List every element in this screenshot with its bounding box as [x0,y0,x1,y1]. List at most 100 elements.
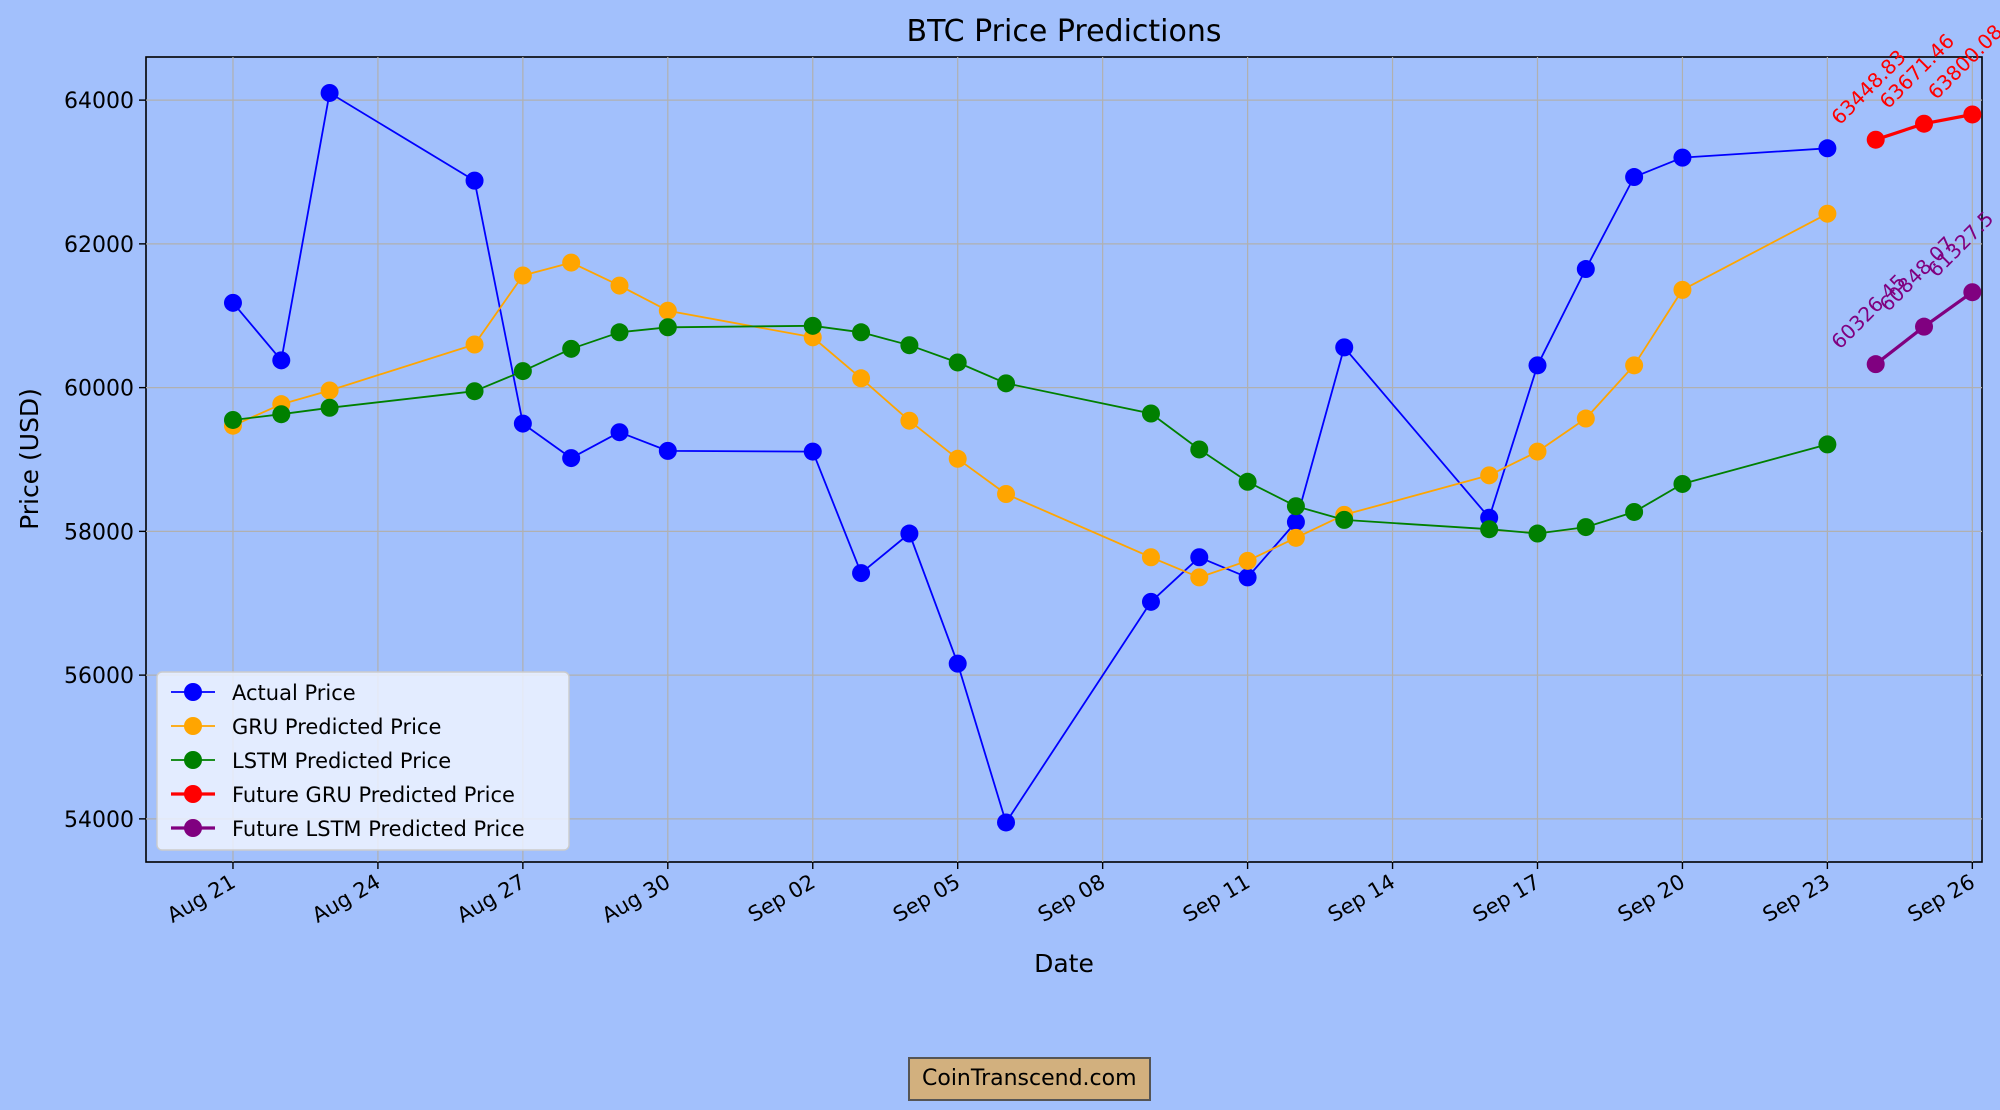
data-point [1625,356,1644,375]
legend-label: Actual Price [232,681,356,705]
data-point [465,382,484,401]
x-tick-label: Aug 21 [163,870,239,928]
data-point [1190,568,1209,587]
x-tick-label: Aug 27 [453,870,529,928]
data-point [1286,528,1305,547]
legend-swatch-marker [184,785,202,803]
data-point [465,171,484,190]
data-point [1190,440,1209,459]
data-point [1238,568,1257,587]
x-tick-label: Aug 30 [598,870,674,928]
data-point [1335,338,1354,357]
data-point [803,442,822,461]
data-point [1576,518,1595,537]
data-point [513,414,532,433]
data-point [513,266,532,285]
data-point [900,411,919,430]
data-point [610,323,629,342]
data-point [610,276,629,295]
data-point [1673,280,1692,299]
data-point [658,441,677,460]
data-point [1528,524,1547,543]
x-tick-label: Aug 24 [308,870,384,928]
y-tick-label: 64000 [64,89,134,114]
watermark: CoinTranscend.com [908,1057,1151,1101]
legend-box [156,671,570,851]
data-point [1141,548,1160,567]
x-tick-label: Sep 11 [1179,870,1254,927]
legend-swatch-marker [184,819,202,837]
data-point [1818,139,1837,158]
chart-title: BTC Price Predictions [906,14,1221,49]
x-tick-label: Sep 08 [1034,870,1109,927]
data-point [465,335,484,354]
x-tick-label: Sep 02 [744,870,819,927]
data-point [320,381,339,400]
data-point [1286,497,1305,516]
data-point [223,410,242,429]
data-point [562,339,581,358]
data-point [320,398,339,417]
data-point [1480,520,1499,539]
data-point [1480,466,1499,485]
x-tick-label: Sep 17 [1469,870,1544,927]
legend-label: Future LSTM Predicted Price [232,817,525,841]
data-point [272,351,291,370]
data-point [1963,283,1982,302]
data-point [1673,474,1692,493]
data-point [1866,130,1885,149]
data-point [997,374,1016,393]
data-point [900,524,919,543]
series-line [232,212,1828,579]
data-point [658,301,677,320]
data-point [997,813,1016,832]
legend-label: LSTM Predicted Price [232,749,451,773]
legend-swatch-marker [184,717,202,735]
data-point [1963,105,1982,124]
x-tick-label: Sep 05 [889,870,964,927]
legend-swatch-marker [184,683,202,701]
data-point [1190,548,1209,567]
series-line [232,92,1828,824]
data-point [1576,260,1595,279]
y-axis-label: Price (USD) [15,388,44,530]
data-point [1238,551,1257,570]
data-point [562,253,581,272]
data-point [562,449,581,468]
data-point [1673,148,1692,167]
data-point [272,405,291,424]
data-point [900,336,919,355]
data-point [852,323,871,342]
data-point [1625,502,1644,521]
data-point [803,316,822,335]
x-tick-label: Sep 23 [1759,870,1834,927]
data-point [1576,409,1595,428]
data-point [1915,114,1934,133]
data-point [1866,355,1885,374]
data-point [948,353,967,372]
y-tick-label: 62000 [64,233,134,258]
data-point [513,362,532,381]
y-tick-label: 54000 [64,808,134,833]
data-point [610,423,629,442]
data-point [223,293,242,312]
x-axis-label: Date [1034,949,1094,978]
legend: Actual Price GRU Predicted Price LSTM Pred… [156,671,570,851]
x-tick-label: Sep 26 [1904,870,1979,927]
data-point [1915,317,1934,336]
data-point [852,564,871,583]
x-tick-label: Sep 20 [1614,870,1689,927]
data-point [1528,442,1547,461]
data-point [948,654,967,673]
data-point [1528,356,1547,375]
data-point [1335,510,1354,529]
data-point [1286,513,1305,532]
data-point [852,369,871,388]
legend-swatch-marker [184,751,202,769]
data-point [1238,472,1257,491]
data-point [997,485,1016,503]
legend-label: Future GRU Predicted Price [232,783,515,807]
data-point [1625,168,1644,187]
data-point [1818,204,1837,223]
